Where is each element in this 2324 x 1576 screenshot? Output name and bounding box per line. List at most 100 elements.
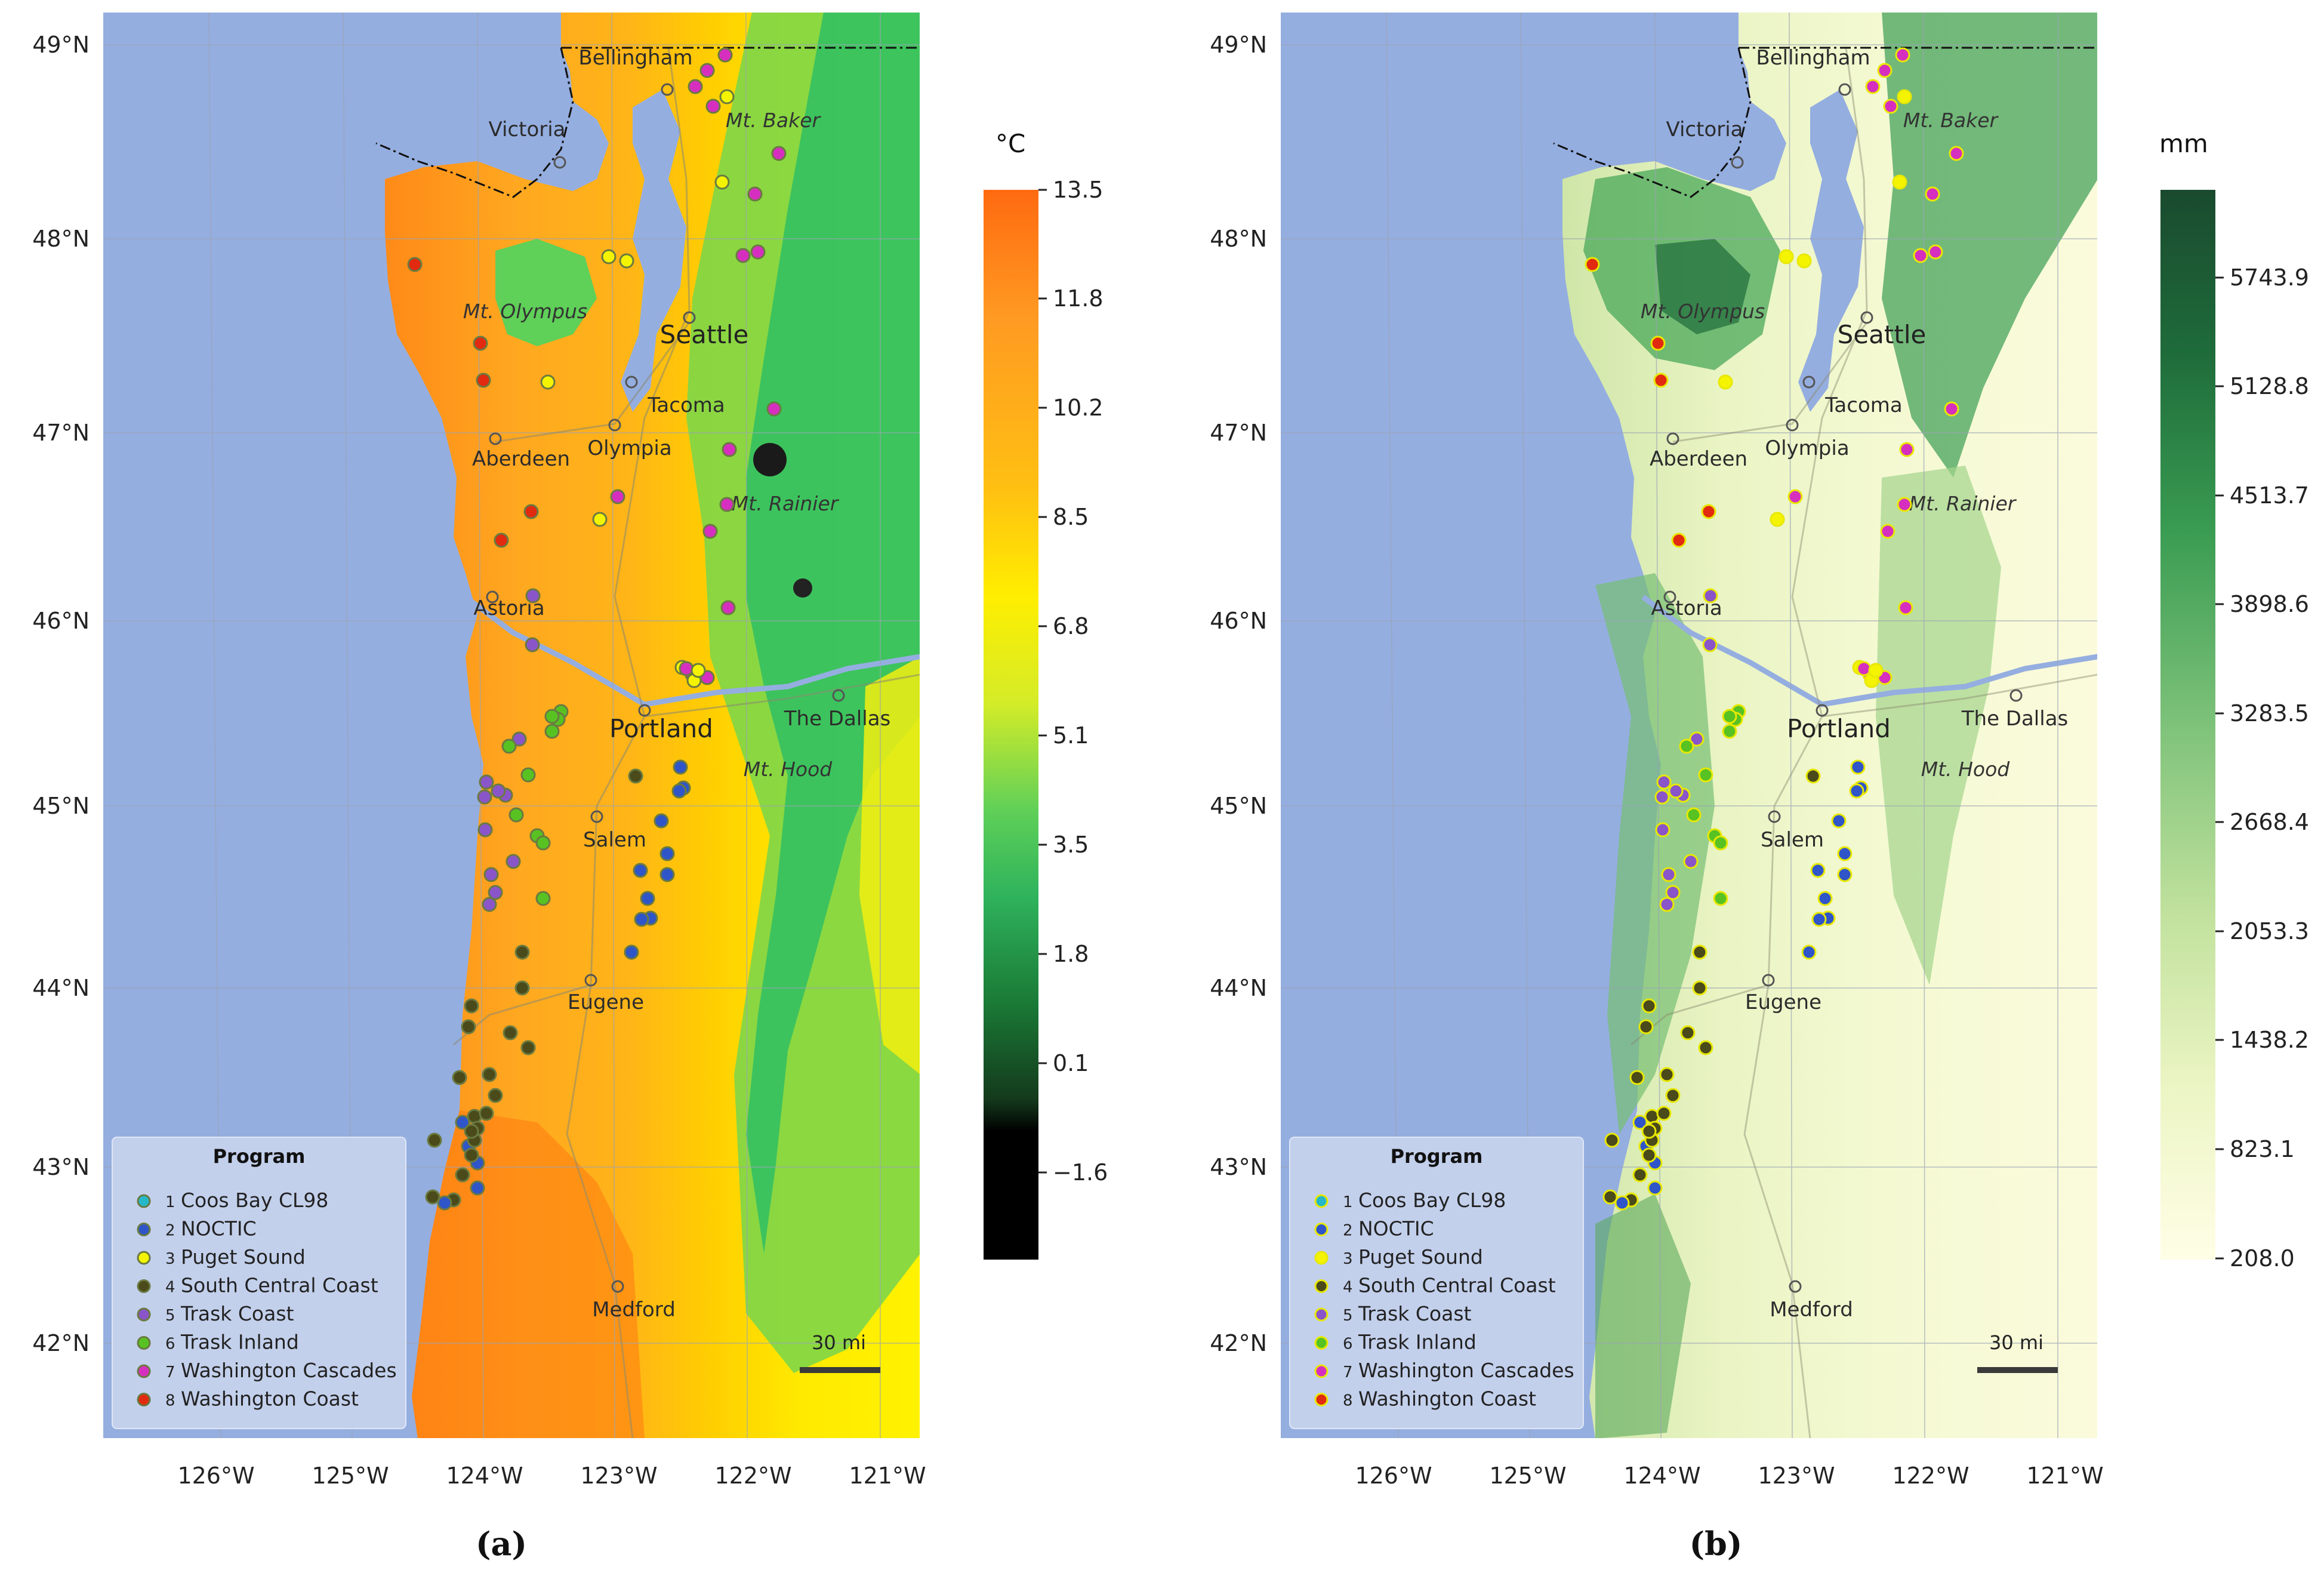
station-point [699,63,715,78]
station-point [619,253,634,269]
lon-tick-label: 125°W [312,1463,389,1489]
mountain-label: Mt. Olympus [463,300,587,323]
station-point [1585,257,1600,272]
colorbar-tick-label: 5.1 [1053,722,1089,749]
station-point [520,1040,536,1055]
station-point [1897,497,1912,512]
station-point [482,1067,497,1082]
station-point [452,1070,467,1085]
station-point [750,244,766,260]
lat-tick-label: 44°N [1210,975,1267,1001]
station-point [467,1109,482,1124]
colorbar-tick-label: 3.5 [1053,832,1089,858]
station-point [659,846,675,861]
station-point [1671,532,1687,548]
station-point [425,1189,440,1205]
panel-label-b: (b) [1690,1525,1743,1563]
lon-tick-label: 122°W [1892,1463,1969,1489]
station-point [1925,186,1940,202]
legend-number: 4 [1343,1279,1353,1297]
station-point [503,1025,518,1041]
station-point [1641,998,1657,1014]
city-marker [638,704,651,717]
station-point [483,867,499,882]
mountain-label: Mt. Olympus [1641,300,1765,323]
legend-number: 1 [165,1193,175,1211]
city-marker [683,311,696,324]
coast-range-wet-zone [1595,573,1715,1134]
station-point [494,532,509,548]
station-point [525,588,541,604]
city-label: Eugene [1745,990,1821,1014]
puget-sound [621,90,686,412]
station-point [520,767,536,783]
lon-tick-label: 122°W [714,1463,791,1489]
station-point [766,401,782,417]
colorbar-tick-label: 3898.6 [2230,591,2309,617]
colorbar-tick-label: 6.8 [1053,613,1089,639]
station-point [1856,661,1872,676]
colorbar-ticks: 13.5 11.8 10.2 8.5 6.8 5.1 3.5 1.8 0.1 −1.6 [1038,177,1108,1186]
legend-label: Trask Coast [180,1302,294,1325]
station-point [1913,248,1928,263]
mountain-label: Mt. Baker [726,109,822,132]
station-point [1801,944,1817,960]
city-label: Victoria [488,118,565,141]
legend-a: Program 1 Coos Bay CL98 2 NOCTIC 3 Puget Sound… [112,1137,406,1429]
stations-a [407,47,787,1211]
city-label: Aberdeen [1650,447,1747,471]
lon-tick-label: 126°W [1355,1463,1432,1489]
legend-label: South Central Coast [1358,1274,1556,1297]
city-marker [1786,418,1799,432]
station-point [747,186,763,202]
station-point [455,1167,470,1183]
colorbar-tick-label: 2053.3 [2230,918,2309,944]
city-label: Tacoma [647,393,725,417]
legend-label: Coos Bay CL98 [181,1189,328,1212]
lon-tick-label: 125°W [1489,1463,1566,1489]
station-point [1692,980,1707,996]
city-label: Medford [1770,1298,1853,1322]
legend-label: NOCTIC [181,1217,257,1241]
city-marker [625,375,638,389]
station-point [501,738,517,754]
legend-swatch [137,1194,151,1208]
station-point [1850,759,1866,775]
station-point [1718,374,1733,390]
legend-label: Puget Sound [181,1245,306,1269]
city-marker [608,418,621,432]
station-point [592,512,608,527]
station-point [544,724,560,739]
lon-tick-label: 123°W [580,1463,657,1489]
mountain-label: Mt. Hood [744,758,833,781]
st-helens-cold-spot [793,578,812,598]
city-label: Salem [583,828,646,852]
lat-tick-label: 42°N [1210,1330,1267,1356]
lon-tick-label: 124°W [1623,1463,1700,1489]
station-point [1689,731,1705,747]
olympics-cool-zone [495,239,597,346]
colorbar-tick-label: 0.1 [1053,1050,1089,1076]
cascades-wet-zone [1882,12,2098,478]
station-point [1811,912,1827,927]
city-label: The Dallas [1961,707,2069,731]
legend-swatch [1314,1307,1329,1322]
legend-swatch [1314,1223,1329,1236]
colorbar-tick-label: 5128.8 [2230,373,2309,399]
legend-swatch [137,1393,151,1406]
station-point [464,1123,479,1139]
station-point [610,489,625,504]
station-point [1656,1106,1672,1121]
station-point [1805,768,1821,784]
station-point [482,897,497,912]
colorbar-tick-label: 10.2 [1053,395,1104,421]
station-point [506,854,521,869]
city-label: Medford [592,1298,676,1322]
station-point [479,774,494,790]
station-point [525,637,540,652]
rainier-cold-spot [753,443,787,476]
scale-bar-label: 30 mi [1989,1331,2043,1354]
station-point [1659,1067,1675,1082]
station-point [1702,637,1718,652]
